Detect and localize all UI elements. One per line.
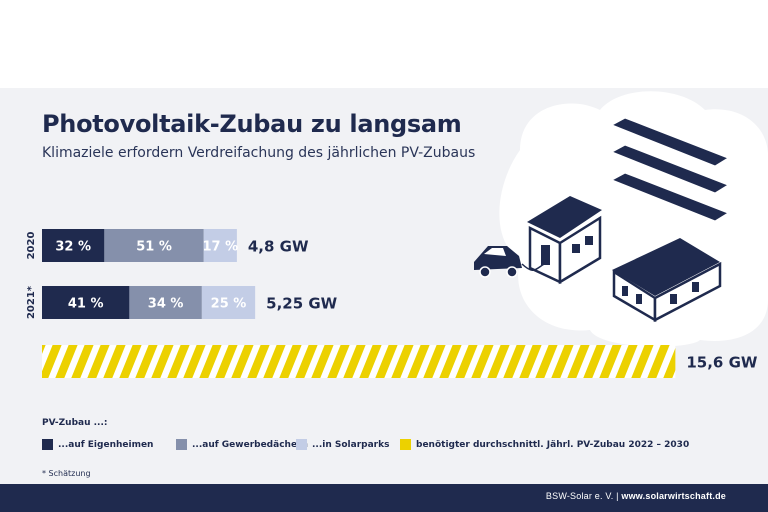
segment-label: 32 %	[55, 240, 91, 255]
footer-website-link[interactable]: www.solarwirtschaft.de	[621, 491, 726, 501]
warehouse-icon	[612, 238, 722, 323]
total-label: 15,6 GW	[686, 354, 758, 372]
category-label: 2021*	[26, 285, 37, 319]
legend-swatch	[400, 439, 411, 450]
total-label: 4,8 GW	[248, 238, 309, 256]
bar-segment-2021-1	[129, 286, 202, 319]
bar-segment-2020-2	[203, 229, 237, 262]
footer-bar: BSW-Solar e. V. | www.solarwirtschaft.de	[0, 484, 768, 512]
total-label: 5,25 GW	[266, 295, 338, 313]
legend-item: ...auf Gewerbedächern	[176, 439, 308, 450]
segment-label: 51 %	[136, 240, 172, 255]
footer-credit: BSW-Solar e. V. | www.solarwirtschaft.de	[546, 491, 726, 501]
bar-segment-2020-1	[104, 229, 204, 262]
bar-segment-2021-0	[42, 286, 130, 319]
bar-target	[42, 345, 676, 378]
segment-label: 25 %	[211, 297, 247, 312]
legend-swatch	[42, 439, 53, 450]
category-label: 2020	[26, 232, 37, 260]
footnote: * Schätzung	[42, 469, 91, 478]
chart-title: Photovoltaik-Zubau zu langsam	[42, 110, 462, 138]
bar-segment-2020-0	[42, 229, 105, 262]
segment-label: 17 %	[202, 240, 238, 255]
legend-title: PV-Zubau ...:	[42, 418, 108, 428]
legend-item: ...auf Eigenheimen	[42, 439, 153, 450]
car-icon	[474, 246, 549, 278]
legend-label: ...auf Gewerbedächern	[192, 439, 308, 450]
legend-label: ...auf Eigenheimen	[58, 439, 154, 450]
legend-swatch	[176, 439, 187, 450]
legend-item: ...in Solarparks	[296, 439, 389, 450]
footer-org: BSW-Solar e. V. |	[545, 491, 619, 501]
panel-rows-icon	[610, 117, 730, 222]
segment-label: 41 %	[68, 297, 104, 312]
legend-label: ...in Solarparks	[312, 439, 390, 450]
chart-subtitle: Klimaziele erfordern Verdreifachung des …	[42, 145, 476, 161]
legend-label: benötigter durchschnittl. Jährl. PV-Zuba…	[416, 439, 690, 450]
segment-label: 34 %	[148, 297, 184, 312]
legend-item: benötigter durchschnittl. Jährl. PV-Zuba…	[400, 439, 689, 450]
bar-segment-2021-2	[201, 286, 256, 319]
legend-swatch	[296, 439, 307, 450]
